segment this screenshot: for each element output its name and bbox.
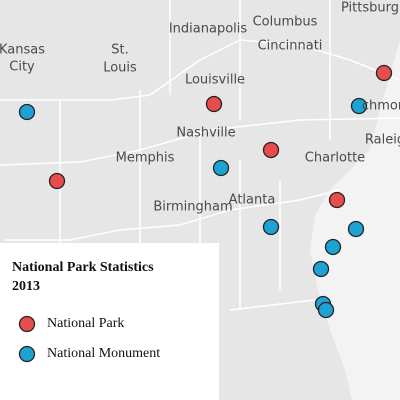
city-label: Raleig: [365, 133, 400, 148]
monument-marker[interactable]: [324, 238, 342, 256]
legend-swatch: [18, 345, 36, 363]
monument-marker[interactable]: [312, 260, 330, 278]
legend-panel: [0, 243, 219, 400]
legend-title: National Park Statistics: [12, 260, 154, 275]
city-label: Atlanta: [229, 193, 276, 208]
city-label: Birmingham: [153, 200, 232, 215]
monument-marker[interactable]: [317, 301, 335, 319]
monument-marker[interactable]: [18, 103, 36, 121]
markers: [18, 64, 393, 319]
park-marker[interactable]: [328, 191, 346, 209]
city-label: City: [9, 60, 35, 75]
city-label: Indianapolis: [169, 22, 248, 37]
city-label: Columbus: [253, 15, 318, 30]
legend-label: National Monument: [47, 346, 160, 361]
park-marker[interactable]: [262, 141, 280, 159]
monument-marker[interactable]: [350, 97, 368, 115]
city-label: Memphis: [116, 151, 175, 166]
park-marker[interactable]: [48, 172, 66, 190]
park-marker[interactable]: [205, 95, 223, 113]
city-label: Nashville: [176, 126, 235, 141]
legend-subtitle: 2013: [12, 279, 40, 294]
city-labels: Pittsburg Indianapolis Columbus Cincinnati K…: [0, 1, 400, 215]
city-label: Pittsburg: [341, 1, 399, 16]
city-label: Kansas: [0, 43, 45, 58]
city-label: Louis: [103, 61, 137, 76]
city-label: Louisville: [185, 73, 245, 88]
city-label: Charlotte: [305, 151, 365, 166]
park-marker[interactable]: [375, 64, 393, 82]
city-label: St.: [111, 43, 128, 58]
monument-marker[interactable]: [347, 220, 365, 238]
legend-label: National Park: [47, 316, 124, 331]
city-label: Cincinnati: [258, 39, 323, 54]
legend: National Park National Monument: [18, 315, 160, 363]
monument-marker[interactable]: [262, 218, 280, 236]
legend-swatch: [18, 315, 36, 333]
monument-marker[interactable]: [212, 159, 230, 177]
city-label: chmon: [362, 99, 400, 114]
